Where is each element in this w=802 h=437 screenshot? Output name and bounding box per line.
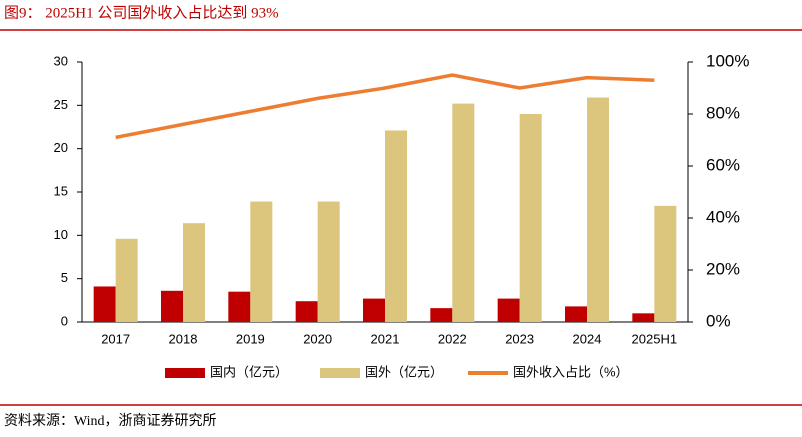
line (115, 73, 655, 140)
chart-title: 图9： 2025H1 公司国外收入占比达到 93% (4, 4, 279, 21)
bar (228, 291, 251, 322)
bar (519, 114, 542, 322)
x-tick-label: 2017 (101, 331, 130, 346)
bar (183, 223, 205, 322)
y2-tick-label: 80% (706, 103, 740, 122)
legend-swatch (320, 368, 360, 378)
x-tick-label: 2024 (573, 331, 602, 346)
x-tick-label: 2025H1 (632, 331, 678, 346)
x-tick-label: 2019 (236, 331, 265, 346)
bar (363, 298, 385, 322)
bar (115, 238, 138, 322)
y-tick-label: 0 (61, 313, 68, 328)
bar (632, 313, 655, 322)
y-tick-label: 25 (54, 97, 68, 112)
legend-label: 国外收入占比（%） (513, 364, 629, 379)
bar (93, 286, 116, 322)
y-tick-label: 15 (54, 183, 68, 198)
x-tick-label: 2018 (169, 331, 198, 346)
bar (654, 205, 677, 322)
bar (161, 290, 183, 322)
bar (295, 301, 318, 322)
y2-tick-label: 40% (706, 207, 740, 226)
y2-tick-label: 60% (706, 155, 740, 174)
x-tick-label: 2020 (303, 331, 332, 346)
bar (587, 97, 609, 323)
bar (565, 306, 587, 322)
y2-tick-label: 20% (706, 259, 740, 278)
bar (452, 103, 475, 322)
bar (497, 298, 520, 322)
bar (250, 201, 273, 322)
y2-tick-label: 0% (706, 311, 731, 330)
bar (430, 308, 453, 322)
bar (317, 201, 340, 322)
y-tick-label: 5 (61, 270, 68, 285)
source: 资料来源：Wind，浙商证券研究所 (4, 413, 217, 429)
bar (385, 130, 407, 322)
y2-tick-label: 100% (706, 51, 749, 70)
x-tick-label: 2021 (371, 331, 400, 346)
x-tick-label: 2023 (505, 331, 534, 346)
y-tick-label: 10 (54, 227, 68, 242)
y-tick-label: 30 (54, 53, 68, 68)
legend-label: 国外（亿元） (365, 364, 443, 379)
y-tick-label: 20 (54, 140, 68, 155)
legend-swatch (165, 368, 205, 378)
legend-label: 国内（亿元） (210, 364, 288, 379)
x-tick-label: 2022 (438, 331, 467, 346)
